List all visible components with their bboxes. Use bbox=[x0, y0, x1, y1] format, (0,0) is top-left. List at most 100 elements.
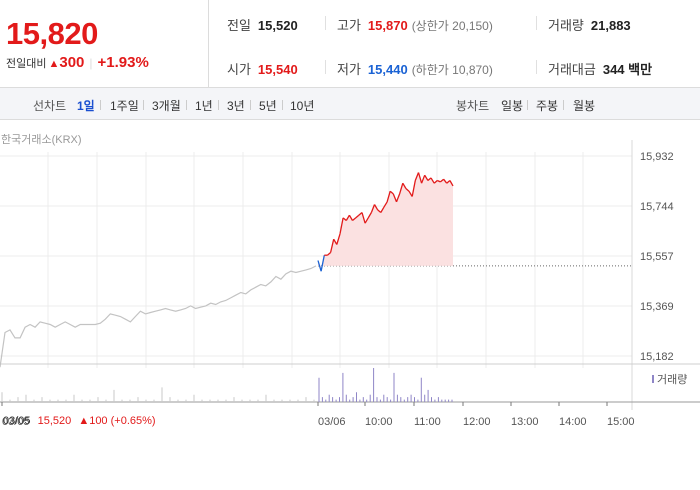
prev-day-info: 03/05 15,520 ▲100 (+0.65%) bbox=[3, 415, 156, 427]
today-line-segment bbox=[389, 190, 394, 195]
today-line-segment bbox=[352, 217, 357, 222]
chart-tabs-bar: 선차트 1일 1주일 3개월 1년 3년 5년 10년 봉차트 일봉 주봉 월봉 bbox=[0, 88, 700, 120]
today-line-segment bbox=[355, 214, 360, 219]
today-line-segment bbox=[392, 193, 398, 203]
stat-high: 고가 15,870 (상한가 20,150) bbox=[337, 18, 493, 33]
today-line-segment bbox=[342, 217, 347, 222]
x-tick-label: 13:00 bbox=[511, 416, 539, 428]
volume-bars: 거래량 bbox=[1, 368, 687, 402]
volume-legend-label: 거래량 bbox=[657, 373, 687, 386]
change-divider: | bbox=[89, 56, 93, 70]
tab-divider bbox=[100, 100, 101, 110]
today-line-segment bbox=[433, 180, 438, 184]
today-line-segment bbox=[414, 172, 420, 181]
line-chart-header: 선차트 bbox=[33, 99, 67, 113]
y-tick-label: 15,932 bbox=[640, 151, 674, 163]
tab-1y[interactable]: 1년 bbox=[195, 99, 213, 113]
stat-prev-close: 전일 15,520 bbox=[227, 18, 298, 33]
tab-3y[interactable]: 3년 bbox=[227, 99, 245, 113]
stat-low: 저가 15,440 (하한가 10,870) bbox=[337, 62, 493, 77]
volume-legend-swatch bbox=[652, 375, 654, 383]
y-tick-label: 15,557 bbox=[640, 251, 674, 263]
y-tick-label: 15,369 bbox=[640, 301, 674, 313]
today-line-segment bbox=[420, 174, 426, 184]
prev-day-date: 03/05 bbox=[3, 415, 31, 427]
tab-1d[interactable]: 1일 bbox=[77, 99, 95, 113]
today-line-segment bbox=[380, 206, 385, 213]
today-line-segment bbox=[326, 252, 332, 256]
today-line-segment bbox=[405, 188, 410, 192]
today-line-segment bbox=[336, 233, 341, 245]
today-line-segment bbox=[364, 217, 369, 224]
prev-day-change: ▲100 (+0.65%) bbox=[78, 415, 156, 427]
tab-divider bbox=[218, 100, 219, 110]
today-line-segment bbox=[361, 212, 366, 224]
prev-day-line bbox=[0, 265, 317, 368]
y-tick-label: 15,744 bbox=[640, 201, 674, 213]
tab-3m[interactable]: 3개월 bbox=[152, 99, 181, 113]
today-line-segment bbox=[333, 238, 338, 245]
today-line-segment bbox=[449, 180, 454, 187]
quote-panel: 15,820 전일대비 ▲300 | +1.93% 전일 15,520 고가 15,870… bbox=[0, 0, 700, 88]
tab-divider bbox=[186, 100, 187, 110]
change-line: 전일대비 ▲300 | +1.93% bbox=[6, 54, 149, 71]
today-line-segment bbox=[320, 255, 325, 272]
today-line-segment bbox=[339, 217, 344, 235]
change-label: 전일대비 bbox=[6, 58, 47, 70]
today-line-segment bbox=[373, 204, 379, 211]
x-tick-label: 14:00 bbox=[559, 416, 587, 428]
today-line-segment bbox=[417, 172, 423, 184]
tab-divider bbox=[250, 100, 251, 110]
tab-divider bbox=[563, 100, 564, 110]
price-area bbox=[0, 172, 632, 368]
change-percent: +1.93% bbox=[97, 54, 149, 71]
today-line-segment bbox=[408, 190, 413, 197]
y-tick-label: 15,182 bbox=[640, 351, 674, 363]
stat-open: 시가 15,540 bbox=[227, 62, 298, 77]
tab-10y[interactable]: 10년 bbox=[290, 99, 315, 113]
data-source-label: 한국거래소(KRX) bbox=[1, 134, 82, 146]
x-tick-label: 03/05 bbox=[2, 416, 30, 428]
price-box: 15,820 전일대비 ▲300 | +1.93% bbox=[0, 0, 209, 88]
today-fill bbox=[318, 172, 453, 272]
today-line-segment bbox=[398, 183, 404, 195]
current-price: 15,820 bbox=[6, 16, 98, 51]
today-line-segment bbox=[377, 209, 382, 213]
stat-volume: 거래량 21,883 bbox=[548, 18, 631, 33]
today-line-segment bbox=[329, 239, 335, 253]
today-line-segment bbox=[424, 174, 429, 181]
tab-5y[interactable]: 5년 bbox=[259, 99, 277, 113]
tab-divider bbox=[527, 100, 528, 110]
stat-divider bbox=[536, 16, 537, 30]
stat-divider bbox=[325, 16, 326, 30]
today-line-segment bbox=[430, 177, 435, 184]
today-line-segment bbox=[370, 204, 376, 213]
stat-trade-value: 거래대금 344 백만 bbox=[548, 62, 653, 77]
x-axis-labels: 03/05 03/06 10:00 11:00 12:00 13:00 14:00 15:00 bbox=[1, 402, 635, 428]
today-line-segment bbox=[348, 214, 354, 221]
today-line-segment bbox=[439, 178, 445, 183]
x-tick-label: 10:00 bbox=[365, 416, 393, 428]
tab-daily-candle[interactable]: 일봉 bbox=[501, 99, 524, 113]
y-axis-labels: 15,932 15,744 15,557 15,369 15,182 bbox=[640, 151, 674, 363]
x-tick-label: 15:00 bbox=[607, 416, 635, 428]
today-line-segment bbox=[443, 178, 448, 184]
tab-weekly-candle[interactable]: 주봉 bbox=[536, 99, 559, 113]
today-line-segment bbox=[411, 180, 416, 197]
x-tick-label: 12:00 bbox=[463, 416, 491, 428]
up-arrow-icon: ▲ bbox=[48, 58, 60, 70]
today-line-segment bbox=[345, 214, 350, 221]
today-line-segment bbox=[367, 212, 372, 219]
tab-1w[interactable]: 1주일 bbox=[110, 99, 139, 113]
x-tick-label: 03/06 bbox=[318, 416, 346, 428]
prev-day-price: 15,520 bbox=[37, 415, 72, 427]
tab-monthly-candle[interactable]: 월봉 bbox=[573, 99, 596, 113]
today-line-segment bbox=[383, 201, 388, 208]
today-line-segment bbox=[395, 193, 401, 203]
tab-divider bbox=[143, 100, 144, 110]
today-line-segment bbox=[386, 191, 391, 203]
price-chart[interactable]: 거래량 15,932 15,744 15,557 15,369 15,182 03/05… bbox=[0, 120, 700, 430]
today-line-segment bbox=[427, 177, 432, 181]
today-line-segment bbox=[437, 179, 441, 183]
stat-divider bbox=[325, 60, 326, 74]
